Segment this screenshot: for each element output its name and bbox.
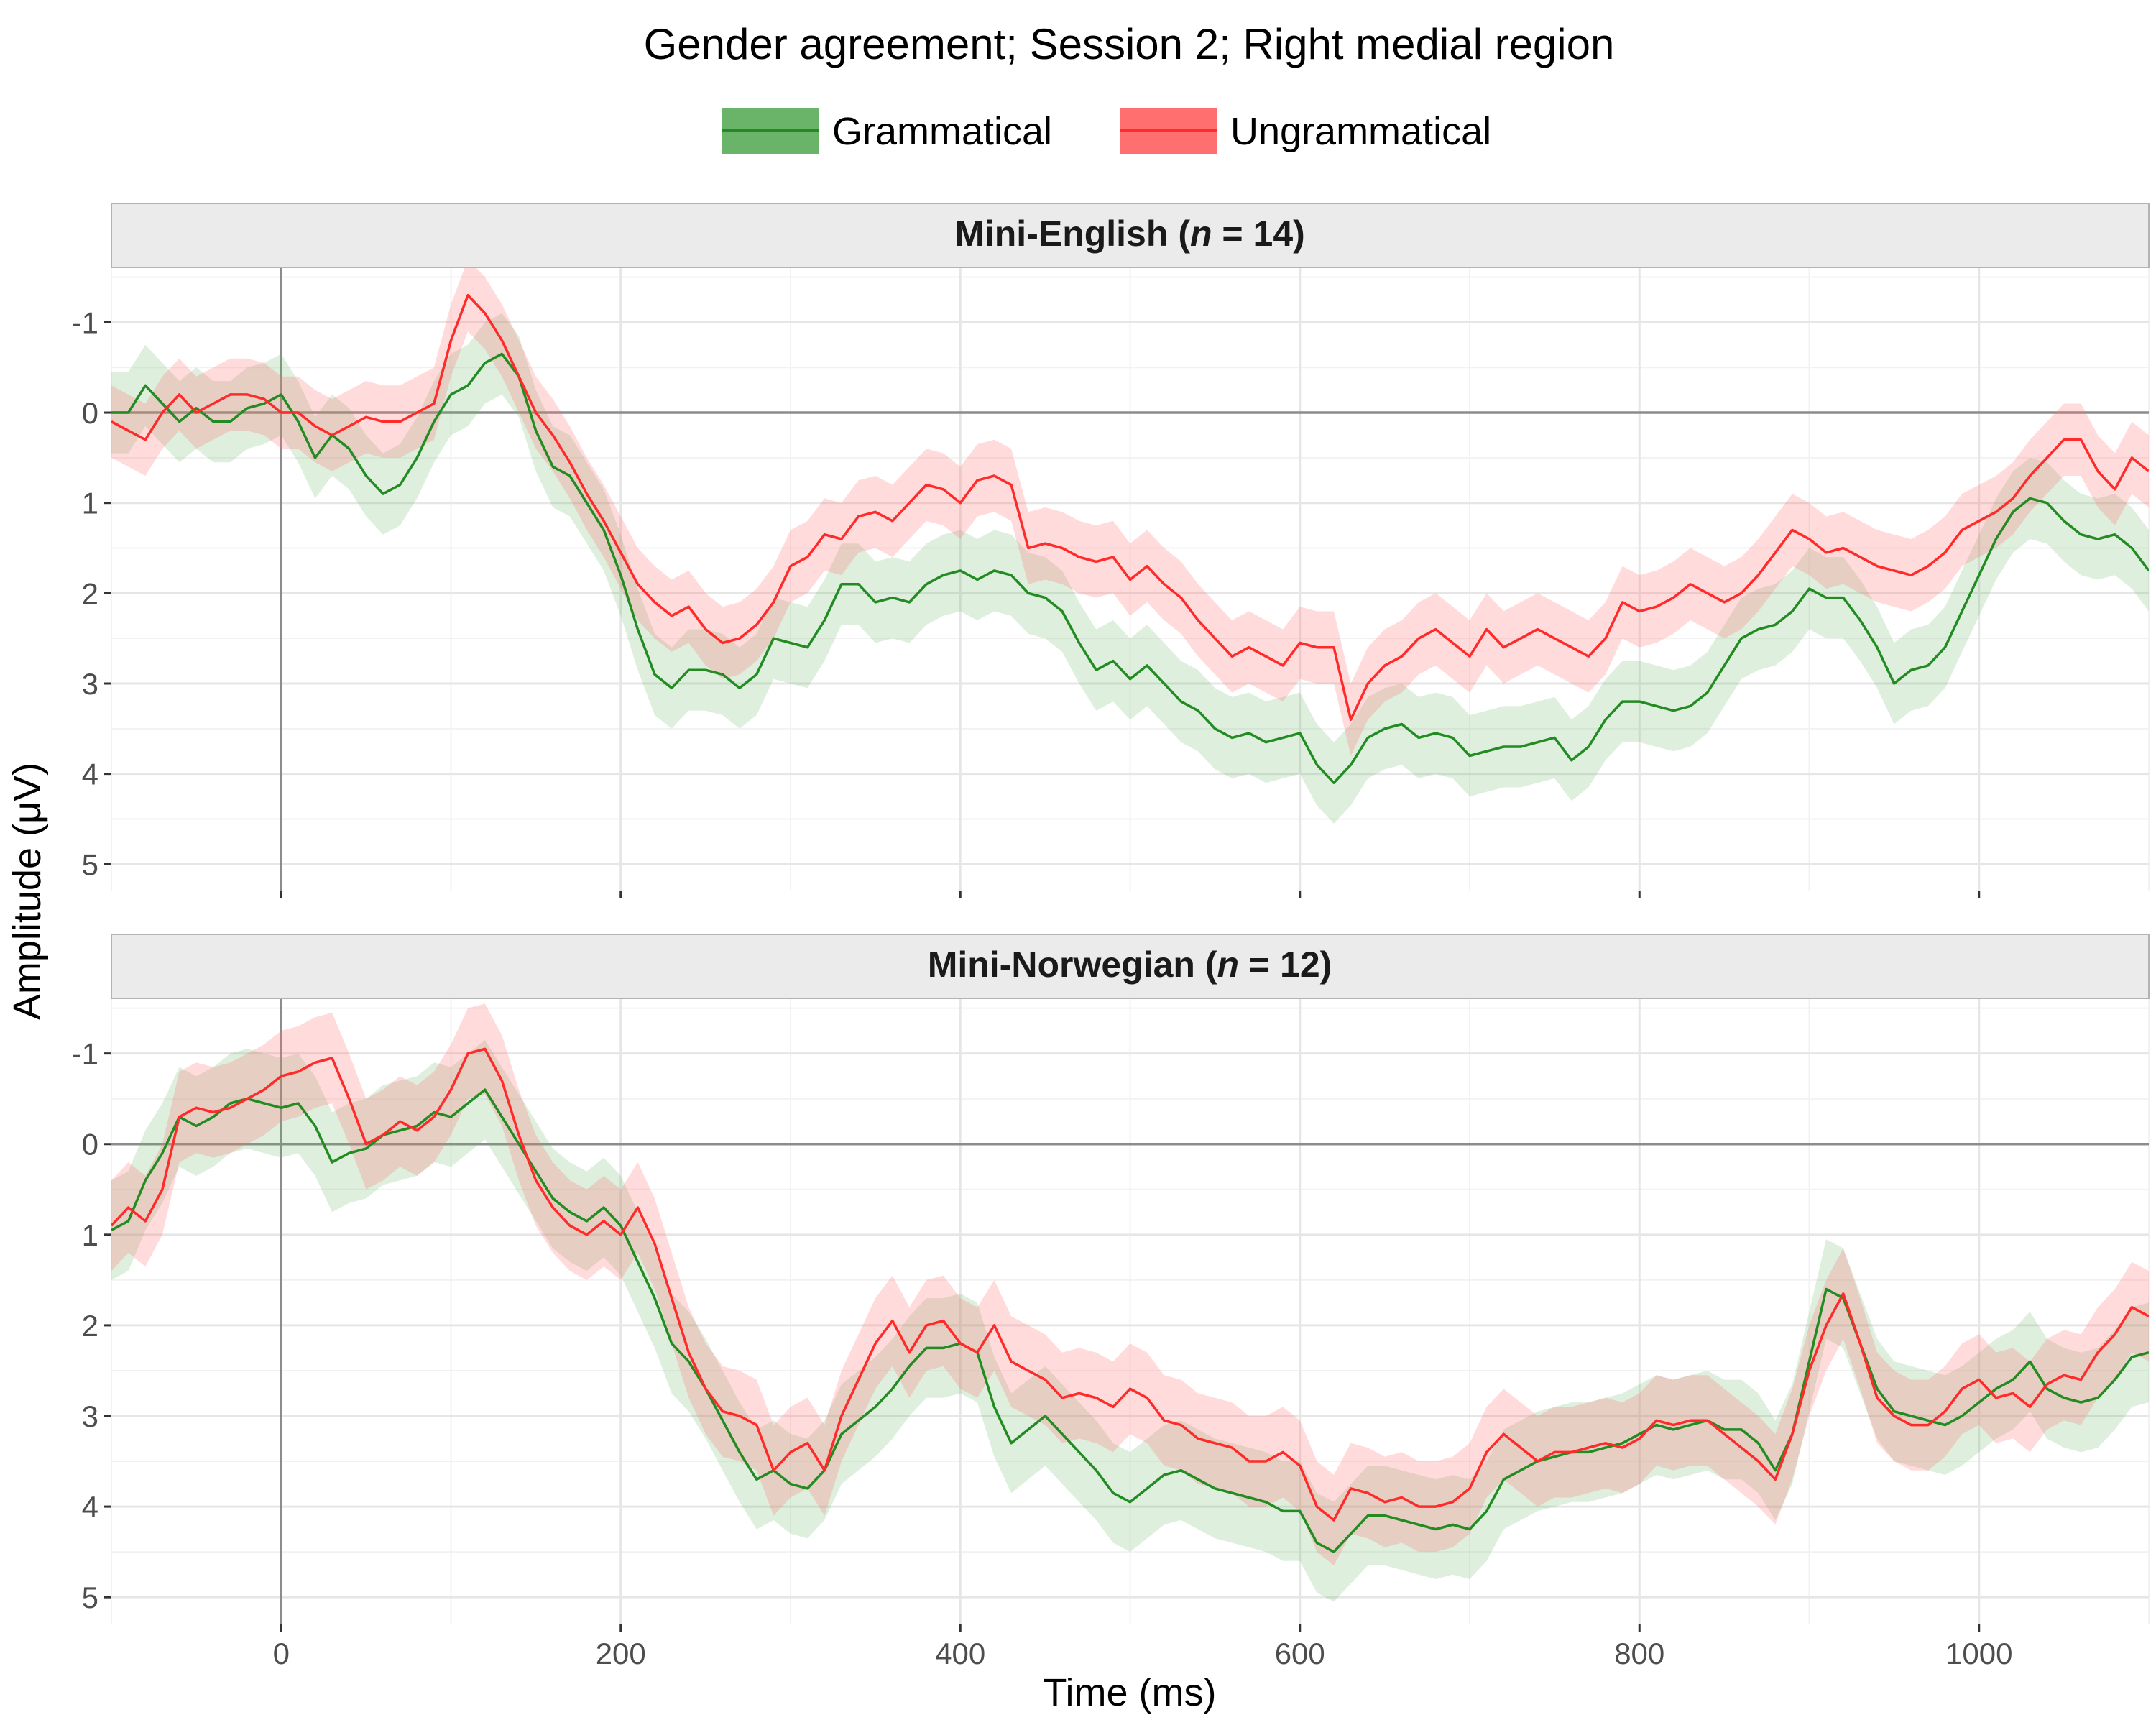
ci-band-ungrammatical (111, 1003, 2149, 1565)
ci-band-grammatical (111, 1039, 2149, 1602)
series-line-grammatical (111, 352, 2149, 784)
y-tick-label: -1 (72, 1037, 98, 1071)
x-tick-label: 600 (1275, 1637, 1325, 1670)
legend-label-grammatical: Grammatical (832, 110, 1052, 153)
strip-label-mini-english: Mini-English (n = 14) (954, 213, 1305, 254)
y-tick-label: -1 (72, 305, 98, 339)
x-axis: 0 200 400 600 800 1000 (273, 891, 2012, 1670)
x-tick-label: 200 (596, 1637, 646, 1670)
y-tick-label: 3 (82, 667, 98, 701)
y-tick-label: 3 (82, 1399, 98, 1433)
y-tick-label: 1 (82, 487, 98, 520)
x-tick-label: 800 (1614, 1637, 1664, 1670)
x-tick-label: 1000 (1945, 1637, 2012, 1670)
legend-label-ungrammatical: Ungrammatical (1230, 110, 1491, 153)
y-tick-label: 4 (82, 1490, 98, 1524)
y-tick-label: 0 (82, 1128, 98, 1162)
y-tick-label: 5 (82, 847, 98, 881)
plot-area (111, 268, 2149, 824)
y-tick-label: 0 (82, 396, 98, 430)
ci-band-ungrammatical (111, 268, 2149, 756)
panel-mini-english: -1 0 1 2 3 4 5 (72, 268, 2150, 891)
x-axis-title: Time (ms) (1044, 1671, 1217, 1714)
panel-mini-norwegian: -1 0 1 2 3 4 5 (72, 999, 2150, 1624)
series-line-ungrammatical (111, 293, 2149, 722)
series-line-ungrammatical (111, 1047, 2149, 1522)
strip-label-mini-norwegian: Mini-Norwegian (n = 12) (928, 944, 1332, 985)
panel-top-strip: Mini-English (n = 14) (111, 203, 2150, 269)
x-tick-label: 0 (273, 1637, 290, 1670)
y-tick-label: 2 (82, 576, 98, 610)
ci-band-grammatical (111, 313, 2149, 824)
x-tick-label: 400 (935, 1637, 985, 1670)
chart-title: Gender agreement; Session 2; Right media… (644, 20, 1615, 68)
y-tick-label: 1 (82, 1218, 98, 1252)
y-tick-label: 5 (82, 1581, 98, 1614)
panel-bottom-strip: Mini-Norwegian (n = 12) (111, 934, 2150, 1000)
plot-area (111, 1003, 2149, 1602)
series-line-grammatical (111, 1088, 2149, 1553)
y-axis-title: Amplitude (μV) (6, 763, 49, 1020)
y-tick-label: 2 (82, 1309, 98, 1343)
y-tick-label: 4 (82, 758, 98, 791)
legend: Grammatical Ungrammatical (722, 108, 1491, 154)
